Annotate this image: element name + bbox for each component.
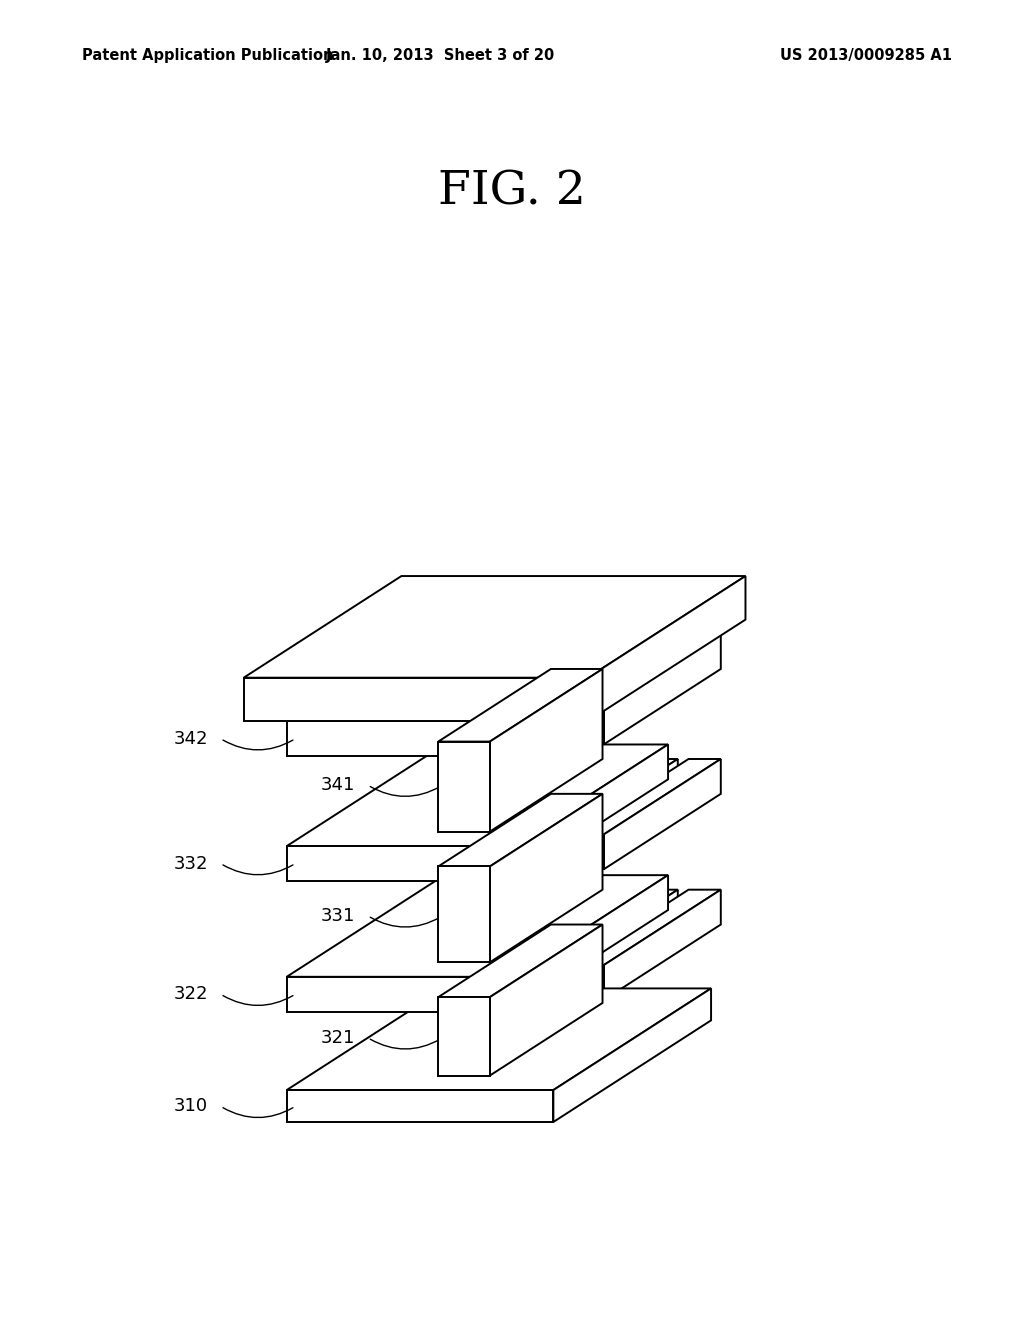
Polygon shape xyxy=(571,759,721,834)
Polygon shape xyxy=(510,744,668,880)
Polygon shape xyxy=(438,924,602,997)
Text: US 2013/0009285 A1: US 2013/0009285 A1 xyxy=(780,48,952,63)
Text: 310: 310 xyxy=(174,1097,208,1115)
Polygon shape xyxy=(287,875,668,977)
Polygon shape xyxy=(287,744,668,846)
Polygon shape xyxy=(438,997,489,1076)
Text: 322: 322 xyxy=(174,985,208,1003)
Text: 342: 342 xyxy=(174,730,208,747)
Polygon shape xyxy=(287,846,510,880)
Polygon shape xyxy=(510,875,668,1011)
Polygon shape xyxy=(510,619,668,756)
Polygon shape xyxy=(438,669,602,742)
Polygon shape xyxy=(528,710,561,744)
Polygon shape xyxy=(561,634,678,744)
Text: Jan. 10, 2013  Sheet 3 of 20: Jan. 10, 2013 Sheet 3 of 20 xyxy=(326,48,555,63)
Polygon shape xyxy=(287,721,510,756)
Polygon shape xyxy=(287,1090,553,1122)
Polygon shape xyxy=(489,793,602,962)
Text: 332: 332 xyxy=(174,854,208,873)
Polygon shape xyxy=(528,834,561,870)
Text: Patent Application Publication: Patent Application Publication xyxy=(82,48,334,63)
Polygon shape xyxy=(561,759,678,870)
Polygon shape xyxy=(604,890,721,1001)
Polygon shape xyxy=(553,989,711,1122)
Polygon shape xyxy=(287,977,510,1011)
Polygon shape xyxy=(244,677,588,721)
Polygon shape xyxy=(571,634,721,710)
Polygon shape xyxy=(287,989,711,1090)
Text: FIG. 2: FIG. 2 xyxy=(438,169,586,214)
Polygon shape xyxy=(571,965,604,1001)
Polygon shape xyxy=(489,924,602,1076)
Polygon shape xyxy=(571,890,721,965)
Text: 321: 321 xyxy=(322,1028,355,1047)
Polygon shape xyxy=(571,834,604,870)
Polygon shape xyxy=(528,759,678,834)
Polygon shape xyxy=(438,866,489,962)
Polygon shape xyxy=(604,759,721,870)
Polygon shape xyxy=(438,793,602,866)
Polygon shape xyxy=(588,576,745,721)
Polygon shape xyxy=(438,742,489,832)
Polygon shape xyxy=(571,710,604,744)
Polygon shape xyxy=(244,576,745,677)
Text: 341: 341 xyxy=(322,776,355,795)
Polygon shape xyxy=(528,965,561,1001)
Polygon shape xyxy=(528,634,678,710)
Polygon shape xyxy=(528,890,678,965)
Polygon shape xyxy=(489,669,602,832)
Polygon shape xyxy=(604,634,721,744)
Text: 331: 331 xyxy=(322,907,355,925)
Polygon shape xyxy=(287,619,668,721)
Polygon shape xyxy=(561,890,678,1001)
